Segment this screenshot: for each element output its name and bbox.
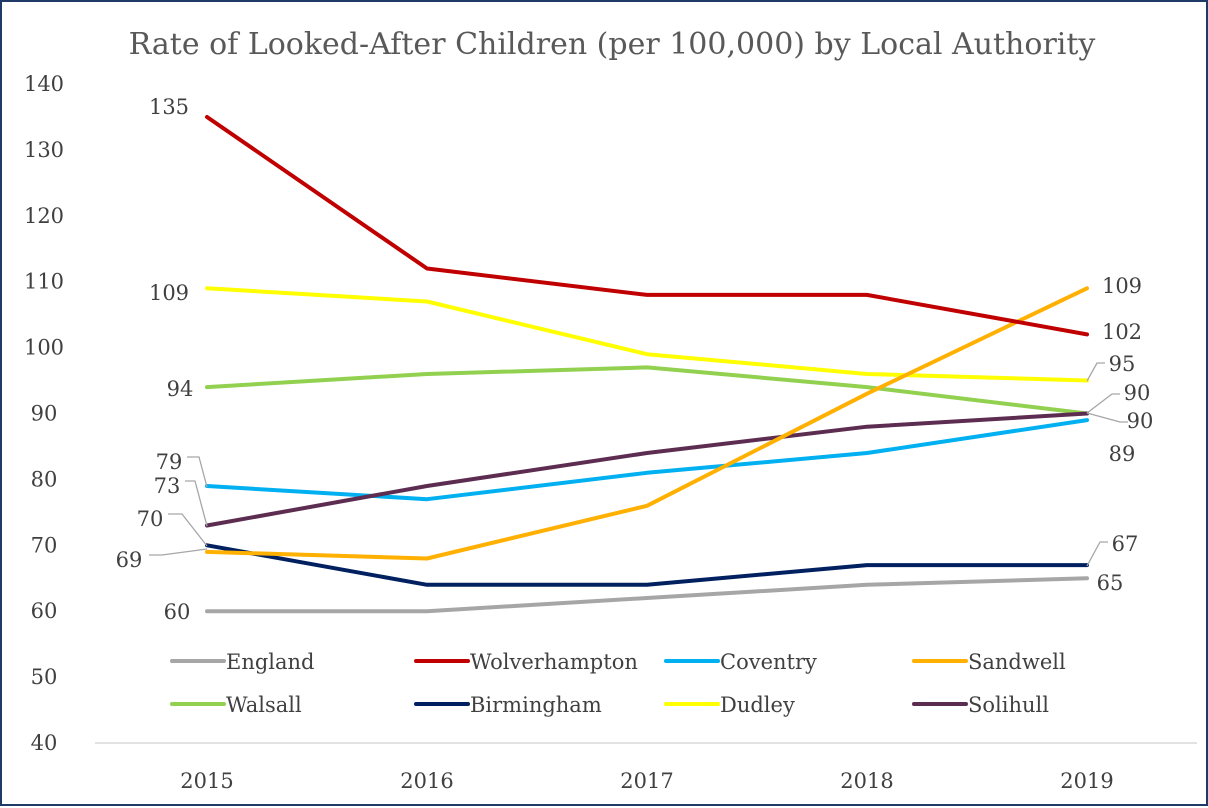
x-tick-label: 2016 — [400, 769, 453, 793]
legend-item-england: England — [170, 650, 315, 674]
legend-label-solihull: Solihull — [968, 693, 1049, 717]
data-label-sandwell-2019: 109 — [1102, 274, 1142, 298]
y-tick-label: 70 — [31, 533, 58, 557]
y-tick-label: 40 — [31, 731, 58, 755]
data-label-england-2015: 60 — [164, 600, 191, 624]
series-line-sandwell — [205, 286, 1089, 561]
leader-line-birmingham-2019 — [1086, 541, 1108, 567]
legend-item-sandwell: Sandwell — [912, 650, 1066, 674]
legend: England Wolverhampton Coventry Sandwell Wals… — [170, 650, 1066, 717]
data-label-coventry-2019: 89 — [1109, 442, 1136, 466]
data-label-birmingham-2019: 67 — [1112, 532, 1139, 556]
y-tick-label: 110 — [24, 270, 64, 294]
legend-label-sandwell: Sandwell — [968, 650, 1066, 674]
data-label-birmingham-2015: 70 — [137, 507, 164, 531]
y-tick-label: 140 — [24, 72, 64, 96]
y-axis-ticks: 40 50 60 70 80 90 100 110 120 130 140 — [24, 72, 64, 755]
series-line-solihull — [205, 411, 1089, 528]
data-label-solihull-2015: 73 — [154, 474, 181, 498]
legend-label-dudley: Dudley — [720, 693, 795, 717]
chart-title: Rate of Looked-After Children (per 100,0… — [129, 27, 1096, 62]
series-line-walsall — [205, 365, 1089, 416]
data-label-coventry-2015: 79 — [156, 450, 183, 474]
legend-label-wolverhampton: Wolverhampton — [470, 650, 638, 674]
data-label-dudley-2019: 95 — [1109, 352, 1136, 376]
x-tick-label: 2018 — [840, 769, 893, 793]
series-line-wolverhampton — [205, 115, 1089, 337]
legend-item-birmingham: Birmingham — [414, 693, 602, 717]
legend-item-wolverhampton: Wolverhampton — [414, 650, 638, 674]
x-axis-ticks: 2015 2016 2017 2018 2019 — [180, 769, 1113, 793]
series-line-birmingham — [205, 543, 1089, 587]
legend-label-walsall: Walsall — [226, 693, 302, 717]
data-label-dudley-2015: 109 — [149, 281, 189, 305]
y-tick-label: 80 — [31, 467, 58, 491]
leader-line-dudley-2019 — [1086, 362, 1105, 382]
x-tick-label: 2017 — [620, 769, 673, 793]
leader-line-coventry-2015 — [187, 456, 208, 488]
series-line-coventry — [205, 418, 1089, 502]
label-leader-lines — [149, 362, 1128, 567]
data-label-wolverhampton-2019: 102 — [1102, 320, 1142, 344]
data-label-walsall-2015: 94 — [167, 377, 194, 401]
data-label-solihull-2019: 90 — [1124, 381, 1151, 405]
x-tick-label: 2015 — [180, 769, 233, 793]
legend-item-dudley: Dudley — [664, 693, 795, 717]
y-tick-label: 100 — [24, 336, 64, 360]
series-line-england — [205, 576, 1089, 614]
leader-line-walsall-2019 — [1086, 412, 1128, 423]
y-tick-label: 120 — [24, 204, 64, 228]
legend-item-solihull: Solihull — [912, 693, 1049, 717]
leader-line-birmingham-2015 — [168, 513, 208, 547]
leader-line-solihull-2019 — [1086, 393, 1120, 414]
leader-line-solihull-2015 — [185, 480, 208, 527]
leader-line-sandwell-2015 — [149, 548, 208, 556]
data-label-wolverhampton-2015: 135 — [149, 95, 189, 119]
data-label-sandwell-2015: 69 — [116, 548, 143, 572]
series-lines — [205, 115, 1089, 614]
data-label-walsall-2019: 90 — [1127, 409, 1154, 433]
y-tick-label: 50 — [31, 665, 58, 689]
series-line-dudley — [205, 286, 1089, 383]
legend-label-coventry: Coventry — [720, 650, 817, 674]
legend-label-birmingham: Birmingham — [470, 693, 602, 717]
legend-item-coventry: Coventry — [664, 650, 817, 674]
legend-label-england: England — [226, 650, 315, 674]
legend-item-walsall: Walsall — [170, 693, 302, 717]
x-tick-label: 2019 — [1060, 769, 1113, 793]
y-tick-label: 90 — [31, 402, 58, 426]
y-tick-label: 60 — [31, 599, 58, 623]
data-label-england-2019: 65 — [1097, 571, 1124, 595]
y-tick-label: 130 — [24, 138, 64, 162]
